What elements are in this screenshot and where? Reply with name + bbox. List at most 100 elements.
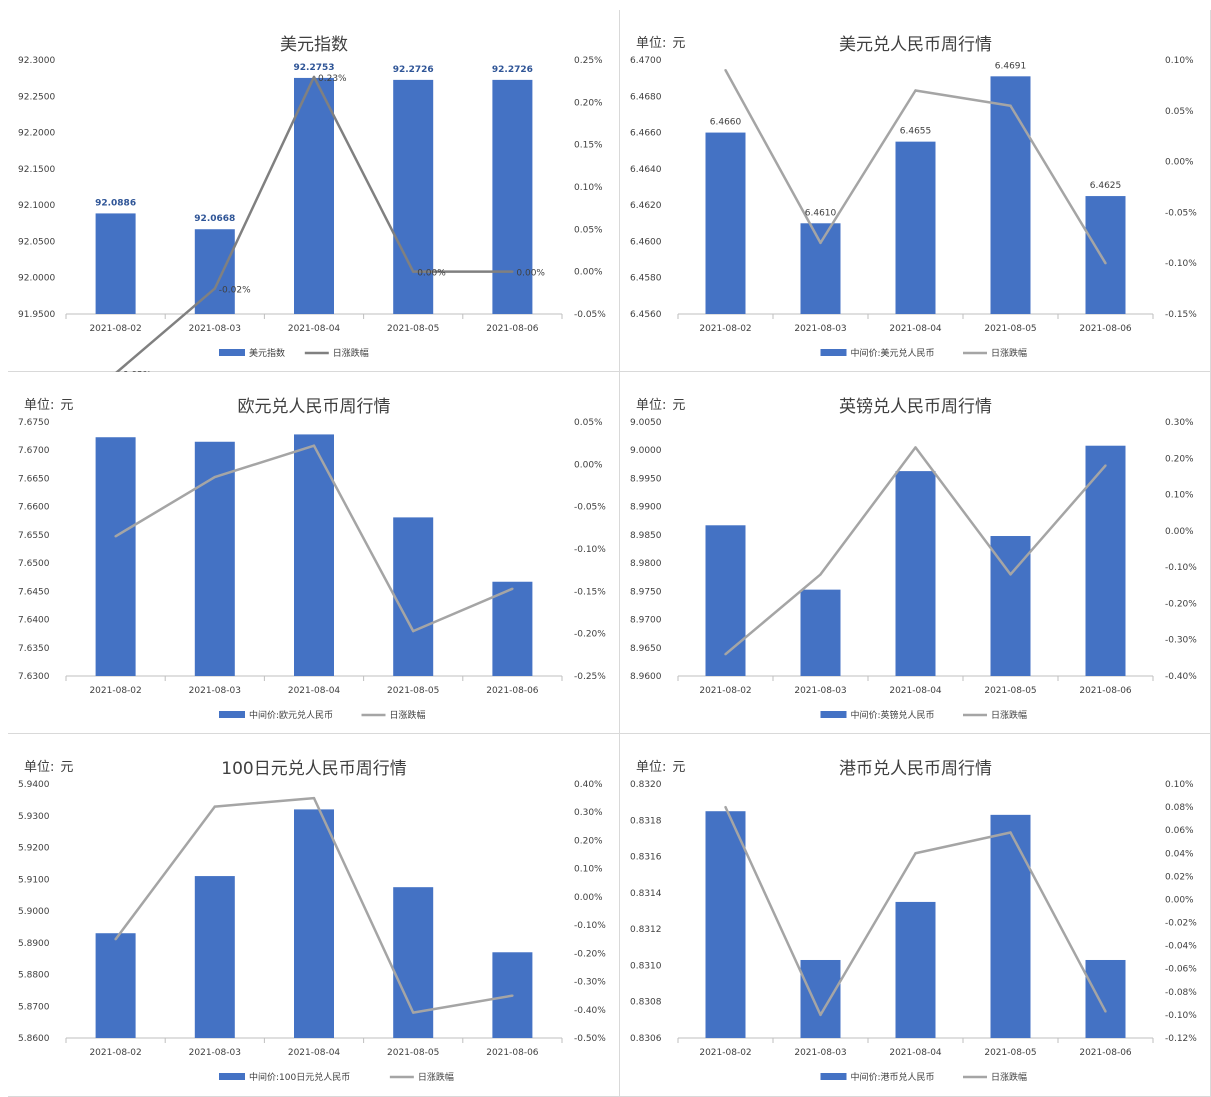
line-point <box>1009 831 1012 834</box>
line-point <box>114 938 117 941</box>
line-point <box>914 89 917 92</box>
right-tick-label: -0.06% <box>1165 965 1197 975</box>
bar <box>95 933 136 1038</box>
line-point <box>213 475 216 479</box>
legend-bar-label: 中间价:港币兑人民币 <box>851 1071 935 1083</box>
line-data-label: 0.23% <box>318 74 347 84</box>
unit-value: 元 <box>60 398 74 413</box>
left-tick-label: 5.8800 <box>18 971 50 981</box>
right-tick-label: 0.15% <box>574 141 603 151</box>
left-tick-label: 7.6650 <box>18 474 50 484</box>
line-point <box>312 75 316 79</box>
left-tick-label: 7.6550 <box>18 531 50 541</box>
x-tick-label: 2021-08-03 <box>189 324 241 334</box>
right-tick-label: 0.06% <box>1165 826 1194 836</box>
x-tick-label: 2021-08-04 <box>889 324 942 334</box>
unit-value: 元 <box>672 760 686 775</box>
left-tick-label: 7.6500 <box>18 559 50 569</box>
x-tick-label: 2021-08-05 <box>984 324 1036 334</box>
legend-bar-swatch <box>820 711 847 718</box>
unit-label: 单位: 元 <box>636 394 685 413</box>
line-data-label: -0.02% <box>120 370 152 372</box>
left-tick-label: 7.6750 <box>18 418 50 428</box>
bar-data-label: 6.4655 <box>900 127 932 137</box>
line-point <box>213 805 216 808</box>
line-point <box>412 270 415 273</box>
right-tick-label: -0.15% <box>1165 310 1197 320</box>
left-tick-label: 7.6400 <box>18 616 50 626</box>
left-tick-label: 92.2500 <box>18 92 55 102</box>
chart-title: 100日元兑人民币周行情 <box>221 759 407 779</box>
chart-canvas: 0.8320 0.8318 0.8316 0.8314 0.8312 0.8310 0.83… <box>630 780 1197 1083</box>
line-data-label: 0.00% <box>417 269 446 279</box>
right-tick-label: -0.50% <box>574 1034 606 1044</box>
unit-caption: 单位: <box>24 760 55 775</box>
unit-value: 元 <box>60 760 74 775</box>
unit-value: 元 <box>672 36 686 51</box>
line-point <box>819 241 822 245</box>
left-tick-label: 0.8312 <box>630 925 662 935</box>
right-tick-label: -0.20% <box>574 949 606 959</box>
unit-caption: 单位: <box>636 398 667 413</box>
line-point <box>213 287 216 290</box>
right-tick-label: -0.15% <box>574 587 606 597</box>
chart-panel: 欧元兑人民币周行情 单位: 元 7.6750 7.6700 7.6650 7.6600 7.6… <box>8 372 620 734</box>
line-point <box>914 446 917 449</box>
x-tick-label: 2021-08-05 <box>387 686 439 696</box>
right-tick-label: 0.10% <box>1165 780 1194 790</box>
x-tick-label: 2021-08-05 <box>984 1048 1036 1058</box>
legend-line-label: 日涨跌幅 <box>333 347 369 359</box>
line-point <box>511 994 514 997</box>
left-tick-label: 0.8318 <box>630 816 662 826</box>
left-tick-label: 6.4680 <box>630 92 662 102</box>
left-tick-label: 0.8310 <box>630 961 662 971</box>
legend-bar-swatch <box>219 349 245 356</box>
right-tick-label: 0.05% <box>1165 107 1194 117</box>
left-tick-label: 6.4700 <box>630 56 662 66</box>
right-tick-label: -0.30% <box>574 978 606 988</box>
line-point <box>1009 573 1012 576</box>
bar <box>990 76 1031 314</box>
unit-caption: 单位: <box>636 36 667 51</box>
bar <box>1085 196 1126 314</box>
left-tick-label: 6.4660 <box>630 129 662 139</box>
x-tick-label: 2021-08-06 <box>1079 324 1132 334</box>
x-tick-label: 2021-08-05 <box>387 324 439 334</box>
right-tick-label: -0.05% <box>574 310 606 320</box>
x-tick-label: 2021-08-05 <box>984 686 1036 696</box>
chart-title: 美元指数 <box>280 35 348 55</box>
left-tick-label: 7.6350 <box>18 644 50 654</box>
bar <box>705 132 746 314</box>
x-tick-label: 2021-08-03 <box>794 324 846 334</box>
unit-caption: 单位: <box>24 398 55 413</box>
x-tick-label: 2021-08-06 <box>486 686 539 696</box>
chart-panel: 港币兑人民币周行情 单位: 元 0.8320 0.8318 0.8316 0.8314 0.8… <box>620 734 1211 1097</box>
legend-bar-label: 中间价:美元兑人民币 <box>851 347 935 359</box>
left-tick-label: 92.0500 <box>18 237 55 247</box>
right-tick-label: 0.40% <box>574 780 603 790</box>
bar <box>492 79 533 314</box>
right-tick-label: -0.20% <box>1165 599 1197 609</box>
left-tick-label: 92.1000 <box>18 201 55 211</box>
legend-bar-swatch <box>820 349 847 356</box>
x-tick-label: 2021-08-06 <box>1079 1048 1132 1058</box>
chart-title: 美元兑人民币周行情 <box>839 35 992 55</box>
line-point <box>1009 104 1012 107</box>
x-tick-label: 2021-08-02 <box>699 324 751 334</box>
line-point <box>914 852 917 855</box>
x-tick-label: 2021-08-03 <box>794 686 846 696</box>
chart-canvas: 5.9400 5.9300 5.9200 5.9100 5.9000 5.8900 5.88… <box>18 780 606 1083</box>
x-tick-label: 2021-08-04 <box>889 686 942 696</box>
left-tick-label: 9.0050 <box>630 418 662 428</box>
left-tick-label: 0.8316 <box>630 853 662 863</box>
right-tick-label: 0.00% <box>1165 527 1194 537</box>
left-tick-label: 6.4640 <box>630 165 662 175</box>
line-point <box>412 1011 415 1014</box>
left-tick-label: 5.8700 <box>18 1002 50 1012</box>
bar <box>95 437 136 676</box>
line-data-label: -0.02% <box>219 286 251 296</box>
left-tick-label: 8.9750 <box>630 587 662 597</box>
right-tick-label: 0.00% <box>574 268 603 278</box>
line-point <box>724 805 727 809</box>
left-tick-label: 5.9300 <box>18 812 50 822</box>
